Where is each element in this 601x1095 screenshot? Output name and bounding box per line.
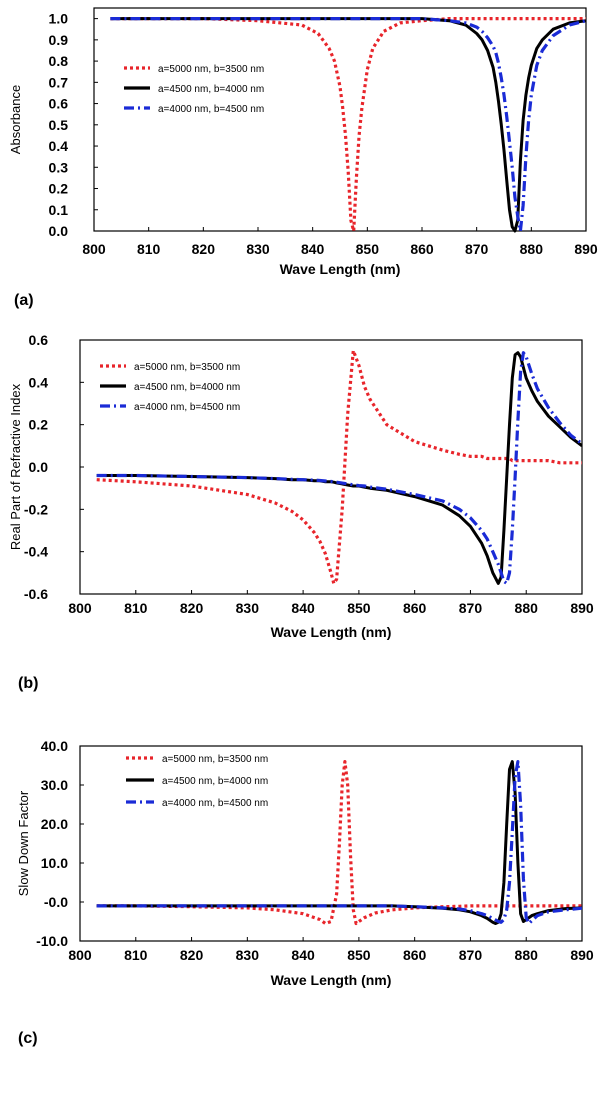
series-line-3 [96, 351, 582, 586]
legend-label: a=5000 nm, b=3500 nm [162, 754, 268, 765]
y-tick-label: 1.0 [49, 11, 69, 27]
x-tick-label: 890 [574, 241, 598, 257]
x-tick-label: 800 [68, 600, 92, 616]
x-tick-label: 810 [137, 241, 161, 257]
y-tick-label: 0.5 [49, 117, 69, 133]
series-line-1 [110, 17, 586, 233]
legend-label: a=4500 nm, b=4000 nm [158, 84, 264, 95]
y-tick-label: 0.8 [49, 53, 69, 69]
legend-label: a=5000 nm, b=3500 nm [158, 64, 264, 75]
series-line-1 [96, 759, 582, 926]
x-tick-label: 800 [68, 947, 92, 963]
legend-label: a=4000 nm, b=4500 nm [162, 798, 268, 809]
legend-label: a=5000 nm, b=3500 nm [134, 362, 240, 373]
y-tick-label: 0.6 [29, 332, 49, 348]
y-tick-label: 10.0 [41, 855, 68, 871]
x-tick-label: 850 [356, 241, 380, 257]
y-tick-label: -0.0 [44, 894, 68, 910]
y-tick-label: 0.1 [49, 202, 69, 218]
x-tick-label: 860 [410, 241, 434, 257]
series-line-3 [110, 17, 586, 233]
x-tick-label: 850 [347, 600, 371, 616]
plot-frame [79, 745, 583, 942]
legend-label: a=4000 nm, b=4500 nm [158, 104, 264, 115]
x-axis-title: Wave Length (nm) [271, 624, 392, 640]
x-tick-label: 800 [82, 241, 106, 257]
legend-label: a=4500 nm, b=4000 nm [162, 776, 268, 787]
panel-label: (a) [14, 292, 34, 309]
legend-label: a=4500 nm, b=4000 nm [134, 382, 240, 393]
x-tick-label: 830 [236, 947, 260, 963]
x-tick-label: 830 [246, 241, 270, 257]
legend-label: a=4000 nm, b=4500 nm [134, 402, 240, 413]
y-tick-label: 40.0 [41, 738, 68, 754]
x-tick-label: 880 [520, 241, 544, 257]
panel-label: (b) [18, 675, 38, 692]
y-tick-label: 20.0 [41, 816, 68, 832]
y-tick-label: -0.2 [24, 501, 48, 517]
x-tick-label: 890 [570, 947, 594, 963]
x-tick-label: 810 [124, 600, 148, 616]
x-tick-label: 840 [291, 947, 315, 963]
x-tick-label: 820 [180, 600, 204, 616]
series-line-1 [96, 349, 582, 586]
x-tick-label: 880 [515, 600, 539, 616]
x-tick-label: 830 [236, 600, 260, 616]
x-tick-label: 840 [291, 600, 315, 616]
x-tick-label: 820 [192, 241, 216, 257]
x-axis-title: Wave Length (nm) [280, 261, 401, 277]
y-axis-title: Slow Down Factor [16, 790, 31, 896]
y-tick-label: -0.4 [24, 544, 48, 560]
chart-panel-2: 800 810 820 830 840 850 860 870 880 890 -0.6 -0.4 -0… [8, 332, 594, 692]
chart-panel-1: 800 810 820 830 840 850 860 870 880 890 0.0 0.1 0.2 0… [8, 7, 598, 309]
y-tick-label: 0.4 [29, 374, 49, 390]
chart-panel-3: 800 810 820 830 840 850 860 870 880 890 -10.0 -0.0 1… [16, 738, 594, 1047]
y-tick-label: -0.6 [24, 586, 48, 602]
x-tick-label: 870 [465, 241, 489, 257]
x-tick-label: 860 [403, 947, 427, 963]
y-tick-label: -10.0 [36, 933, 68, 949]
plot-frame [93, 7, 587, 232]
y-tick-label: 30.0 [41, 777, 68, 793]
y-tick-label: 0.7 [49, 74, 69, 90]
x-tick-label: 840 [301, 241, 325, 257]
y-tick-label: 0.6 [49, 96, 69, 112]
y-tick-label: 0.4 [49, 138, 69, 154]
x-tick-label: 870 [459, 947, 483, 963]
x-tick-label: 820 [180, 947, 204, 963]
x-tick-label: 870 [459, 600, 483, 616]
x-tick-label: 890 [570, 600, 594, 616]
y-tick-label: 0.3 [49, 159, 69, 175]
x-tick-label: 850 [347, 947, 371, 963]
x-tick-label: 880 [515, 947, 539, 963]
x-axis-title: Wave Length (nm) [271, 972, 392, 988]
x-tick-label: 810 [124, 947, 148, 963]
y-tick-label: 0.0 [29, 459, 49, 475]
y-tick-label: 0.9 [49, 32, 69, 48]
y-axis-title: Absorbance [8, 85, 23, 154]
series-line-3 [96, 759, 582, 926]
y-tick-label: 0.0 [49, 223, 69, 239]
x-tick-label: 860 [403, 600, 427, 616]
y-axis-title: Real Part of Refractive Index [8, 383, 23, 550]
y-tick-label: 0.2 [29, 417, 49, 433]
panel-label: (c) [18, 1030, 38, 1047]
y-tick-label: 0.2 [49, 181, 69, 197]
